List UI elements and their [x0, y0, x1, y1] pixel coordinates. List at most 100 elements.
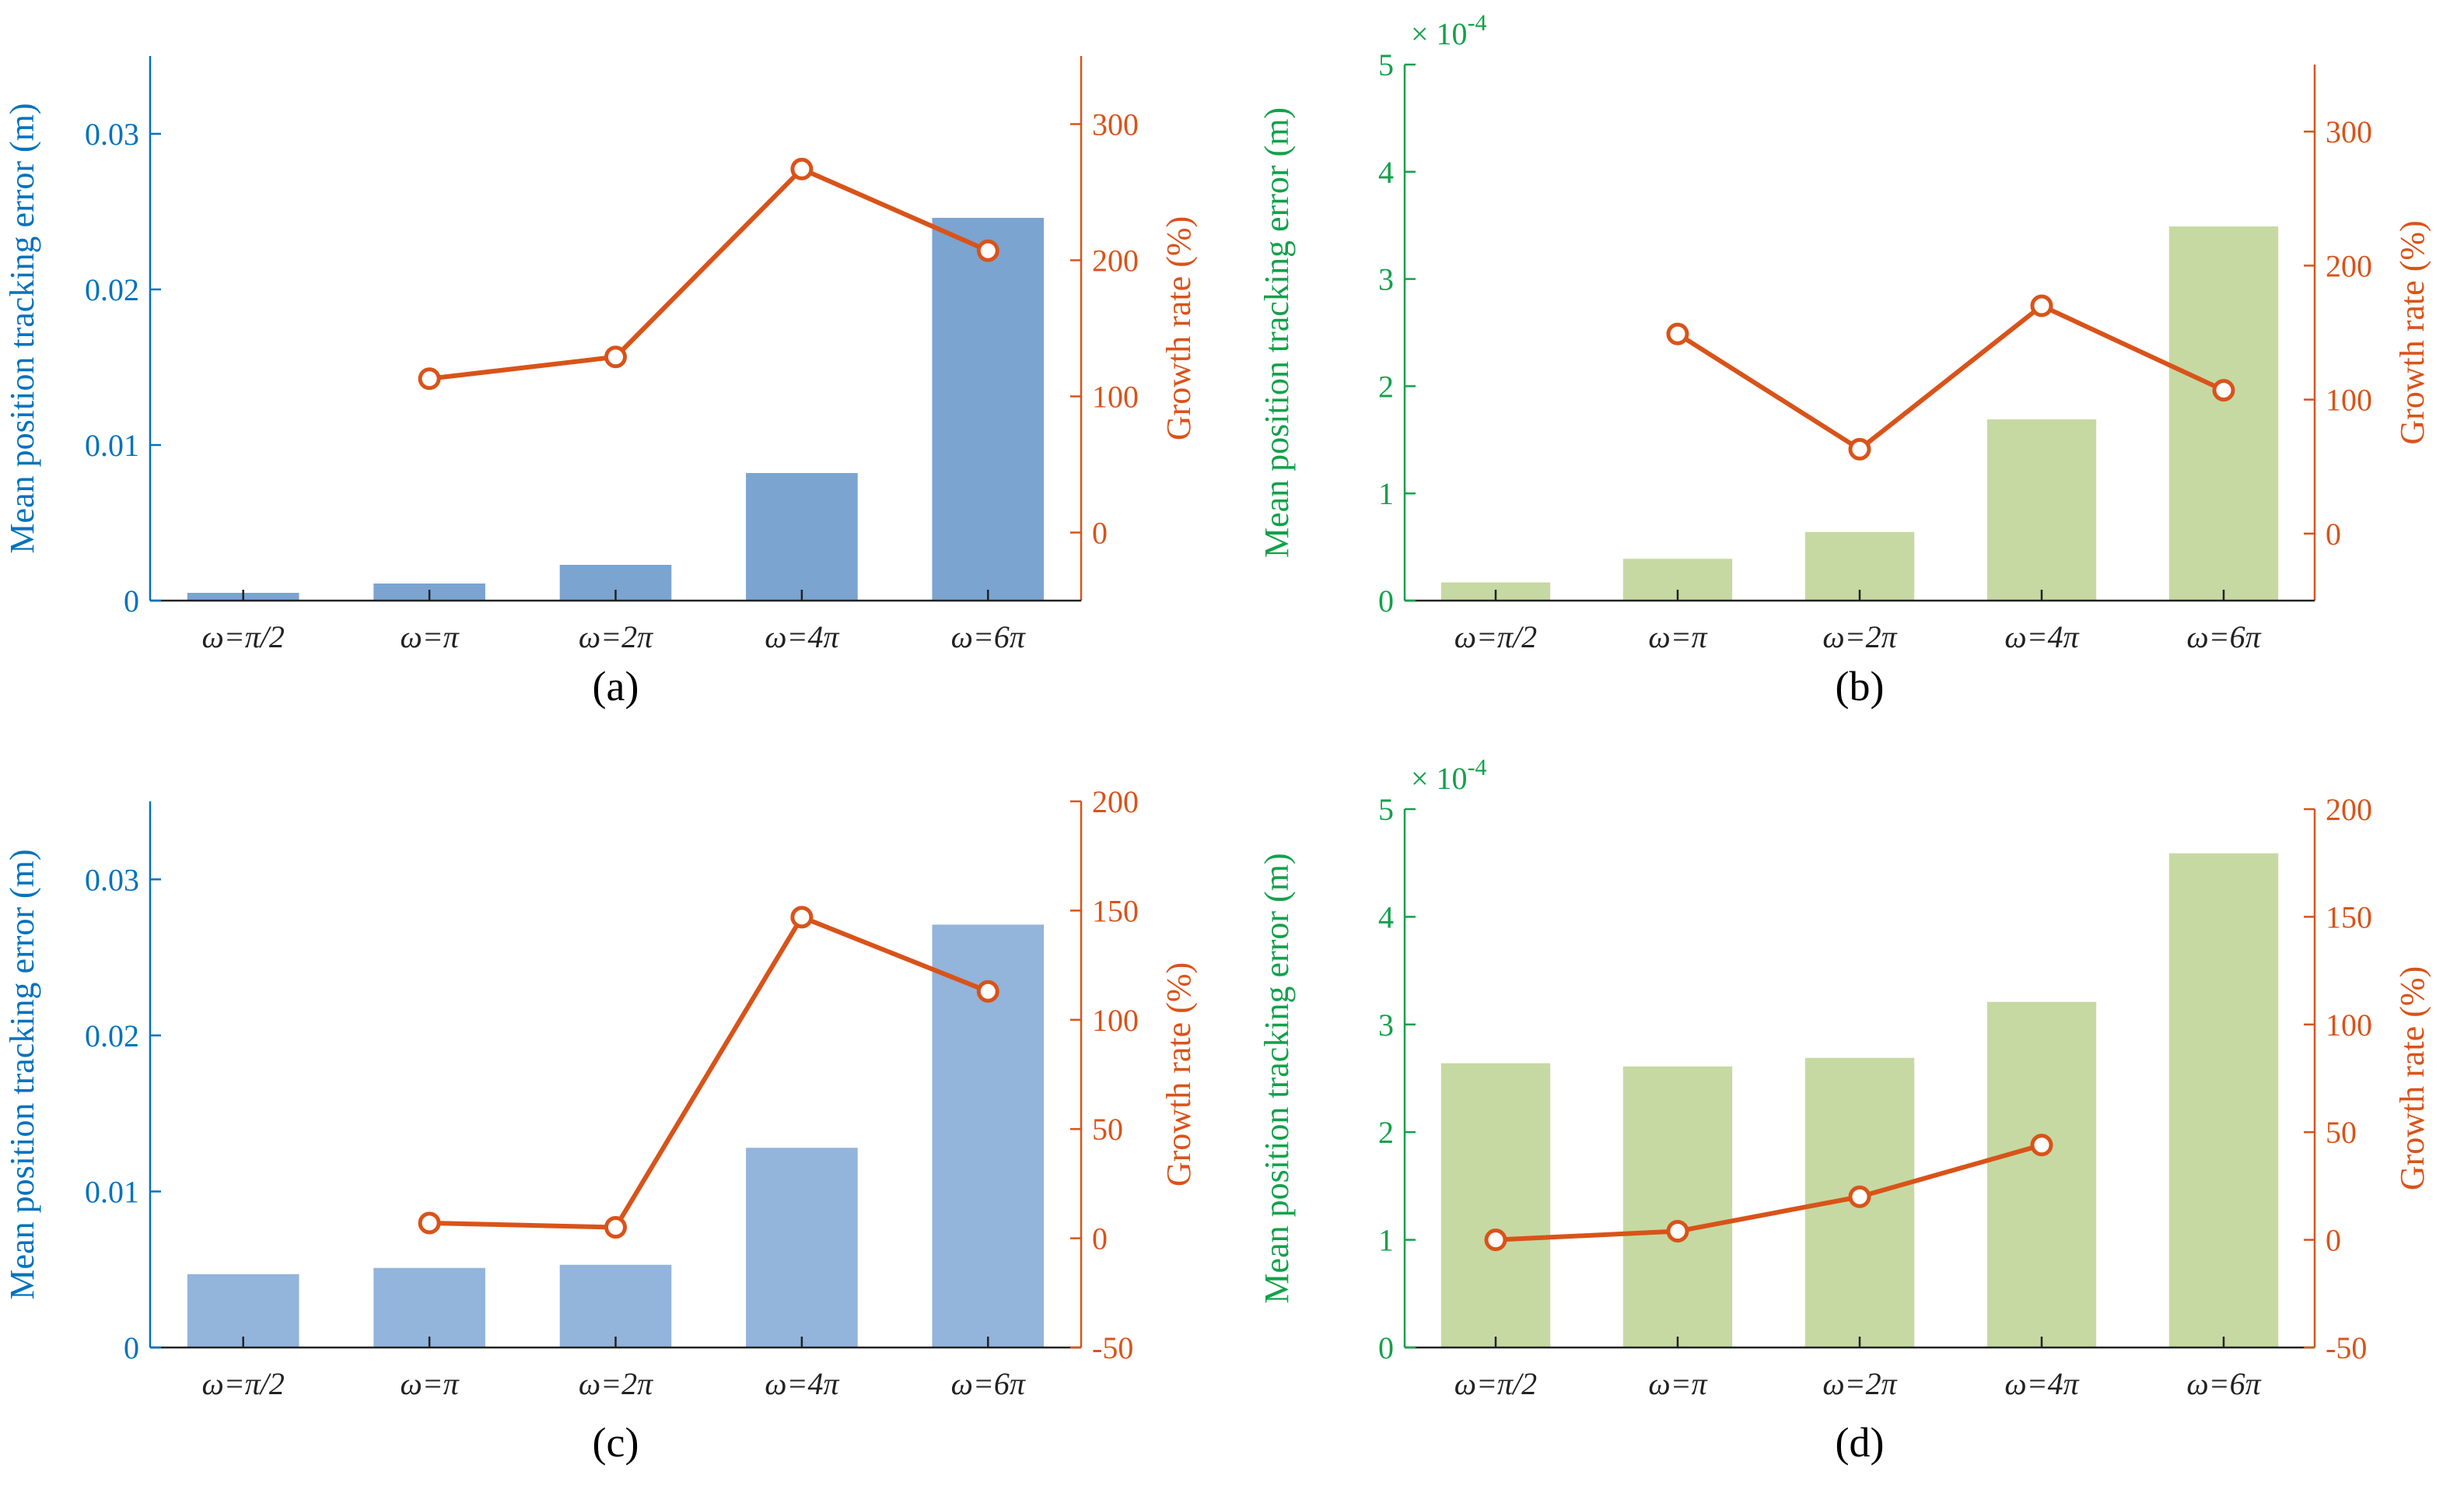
panel-label: (d) [1836, 1419, 1885, 1466]
chart-panel-b: 0 1 2 3 4 5 0 100 200 300 ω=π/2 ω=π ω=2π ω=4π ω=6π Mean… [1258, 10, 2431, 710]
axis-exponent: × 10-4 [1411, 10, 1487, 51]
growth-rate-marker [976, 239, 999, 262]
chart-panel-a: 0 0.01 0.02 0.03 0 100 200 300 ω=π/2 ω=π ω=2π ω=4π ω… [3, 56, 1198, 710]
x-tick-label: ω=π [400, 1366, 459, 1401]
growth-rate-marker [1848, 437, 1871, 461]
x-tick-label: ω=4π [765, 1366, 839, 1401]
x-tick-label: ω=π [400, 619, 459, 654]
right-tick-label: 150 [2326, 899, 2372, 934]
growth-rate-marker [790, 906, 814, 929]
left-axis-title: Mean position tracking error (m) [3, 103, 41, 553]
bar-4 [1986, 1001, 2097, 1348]
growth-rate-line [429, 914, 989, 1230]
growth-rate-marker [2212, 379, 2235, 402]
right-tick-label: 100 [2326, 383, 2372, 418]
growth-rate-line [429, 166, 989, 381]
growth-rate-marker [790, 157, 814, 180]
panel-label: (a) [593, 663, 639, 710]
right-axis-title: Growth rate (%) [2393, 966, 2431, 1190]
x-tick-label: ω=π/2 [202, 619, 285, 654]
left-tick-label: 1 [1378, 1223, 1394, 1258]
axis-exponent-power: -4 [1468, 10, 1487, 36]
right-tick-label: 200 [2326, 792, 2372, 827]
x-tick-label: ω=4π [765, 619, 839, 654]
x-tick-label: ω=2π [579, 1366, 653, 1401]
bar-4 [1986, 419, 2097, 601]
left-tick-label: 0.01 [85, 428, 139, 463]
x-tick-label: ω=6π [2186, 619, 2261, 654]
growth-rate-line [1495, 1142, 2042, 1242]
growth-rate-marker [1666, 322, 1689, 345]
growth-rate-line [1676, 303, 2225, 452]
right-tick-label: 200 [2326, 248, 2372, 283]
left-tick-label: 0 [1378, 1330, 1394, 1365]
x-tick-label: ω=6π [951, 1366, 1026, 1401]
left-tick-label: 0 [124, 584, 139, 619]
left-tick-label: 0.03 [85, 862, 139, 897]
x-tick-label: ω=6π [951, 619, 1026, 654]
left-tick-label: 2 [1378, 369, 1394, 404]
right-tick-label: 0 [2326, 1223, 2341, 1258]
bar-5 [2168, 226, 2279, 601]
bar-2 [1622, 1066, 1733, 1348]
panel-label: (c) [593, 1419, 639, 1466]
left-tick-label: 0.01 [85, 1174, 139, 1209]
x-tick-label: ω=4π [2004, 619, 2079, 654]
growth-rate-marker [2030, 294, 2053, 317]
left-tick-label: 3 [1378, 262, 1394, 297]
growth-rate-marker [1848, 1185, 1871, 1208]
left-tick-label: 0 [1378, 584, 1394, 619]
left-axis-title: Mean position tracking error (m) [1258, 853, 1296, 1303]
right-tick-label: 0 [2326, 517, 2341, 552]
bar-4 [746, 1148, 858, 1348]
right-tick-label: 200 [1092, 244, 1139, 279]
panel-label: (b) [1836, 663, 1885, 710]
bar-3 [559, 1264, 672, 1348]
x-tick-label: ω=2π [1822, 1366, 1897, 1401]
right-tick-label: 300 [1092, 107, 1139, 142]
left-tick-label: 0.03 [85, 117, 139, 152]
left-tick-label: 1 [1378, 476, 1394, 511]
x-tick-label: ω=π [1648, 1366, 1707, 1401]
bar-5 [2168, 853, 2279, 1348]
growth-rate-marker [418, 1211, 441, 1235]
right-tick-label: 100 [2326, 1008, 2372, 1043]
right-tick-label: 200 [1092, 784, 1139, 819]
bar-4 [746, 473, 858, 601]
axis-exponent-base: × 10 [1411, 761, 1468, 796]
right-tick-label: -50 [1092, 1330, 1133, 1365]
right-tick-label: 100 [1092, 380, 1139, 415]
left-axis-title: Mean position tracking error (m) [3, 849, 41, 1299]
x-tick-label: ω=π [1648, 619, 1707, 654]
bar-3 [1804, 531, 1915, 601]
axis-exponent: × 10-4 [1411, 755, 1487, 796]
right-tick-label: 300 [2326, 114, 2372, 149]
left-tick-label: 4 [1378, 899, 1394, 934]
left-tick-label: 2 [1378, 1115, 1394, 1150]
left-tick-label: 0.02 [85, 1018, 139, 1053]
right-tick-label: 150 [1092, 893, 1139, 928]
right-tick-label: -50 [2326, 1330, 2367, 1365]
x-tick-label: ω=π/2 [202, 1366, 285, 1401]
growth-rate-marker [976, 980, 999, 1003]
growth-rate-marker [1666, 1220, 1689, 1243]
axis-exponent-power: -4 [1468, 755, 1487, 780]
bar-1 [187, 1274, 299, 1348]
right-tick-label: 0 [1092, 516, 1108, 551]
right-tick-label: 0 [1092, 1221, 1108, 1256]
x-tick-label: ω=6π [2186, 1366, 2261, 1401]
right-tick-label: 50 [1092, 1112, 1123, 1147]
chart-panel-c: 0 0.01 0.02 0.03 -50 0 50 100 150 200 ω=π/2 ω=π ω=2π… [3, 784, 1198, 1466]
left-tick-label: 3 [1378, 1008, 1394, 1043]
left-tick-label: 4 [1378, 155, 1394, 190]
growth-rate-marker [1484, 1228, 1507, 1252]
bar-5 [932, 218, 1045, 601]
right-axis-title: Growth rate (%) [2393, 220, 2431, 444]
axis-exponent-base: × 10 [1411, 16, 1468, 51]
x-tick-label: ω=4π [2004, 1366, 2079, 1401]
x-tick-label: ω=2π [1822, 619, 1897, 654]
growth-rate-marker [2030, 1134, 2053, 1157]
right-tick-label: 100 [1092, 1003, 1139, 1038]
x-tick-label: ω=π/2 [1454, 619, 1537, 654]
